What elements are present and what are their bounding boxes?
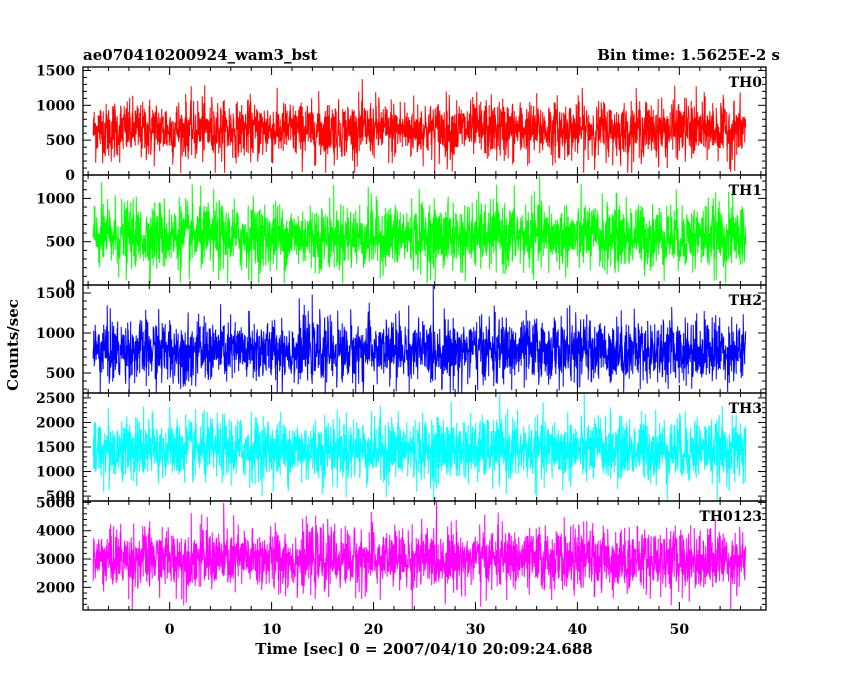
panel-th1: 0 500 1000 TH1 bbox=[36, 174, 767, 294]
y-tick-label: 500 bbox=[46, 133, 75, 149]
x-tick-label: 50 bbox=[670, 622, 690, 638]
panel-label: TH3 bbox=[729, 401, 762, 417]
chart-title: ae070410200924_wam3_bst bbox=[83, 46, 317, 64]
panel-th0123: 2000 3000 4000 5000 TH0123 bbox=[36, 495, 767, 611]
y-tick-label: 1500 bbox=[36, 63, 75, 79]
y-tick-label: 1500 bbox=[36, 286, 75, 302]
y-tick-label: 500 bbox=[46, 489, 75, 505]
y-tick-label: 1000 bbox=[36, 98, 75, 114]
y-tick-label: 1000 bbox=[36, 191, 75, 207]
y-tick-label: 0 bbox=[65, 168, 75, 184]
y-tick-label: 5000 bbox=[36, 495, 75, 511]
x-tick-label: 0 bbox=[165, 622, 175, 638]
y-tick-label: 1000 bbox=[36, 326, 75, 342]
series-th1 bbox=[92, 176, 747, 284]
panel-label: TH0123 bbox=[699, 509, 762, 525]
panel-th3: 500 1000 1500 2000 2500 TH3 bbox=[36, 391, 767, 505]
series-th0123 bbox=[92, 500, 747, 611]
panel-label: TH0 bbox=[729, 75, 763, 91]
y-tick-label: 3000 bbox=[36, 552, 75, 568]
series-th2 bbox=[92, 284, 747, 394]
panel-label: TH2 bbox=[729, 293, 762, 309]
y-tick-label: 2000 bbox=[36, 580, 75, 596]
y-tick-label: 0 bbox=[65, 278, 75, 294]
panel-frame bbox=[82, 500, 767, 611]
series-th3 bbox=[92, 392, 747, 502]
y-tick-label: 2500 bbox=[36, 391, 75, 407]
y-tick-label: 2000 bbox=[36, 415, 75, 431]
panel-th2: 500 1000 1500 TH2 bbox=[36, 284, 767, 394]
x-tick-label: 30 bbox=[466, 622, 486, 638]
x-axis-label: Time [sec] 0 = 2007/04/10 20:09:24.688 bbox=[255, 640, 592, 658]
y-axis-label: Counts/sec bbox=[4, 299, 22, 391]
y-tick-label: 1500 bbox=[36, 440, 75, 456]
y-tick-label: 4000 bbox=[36, 524, 75, 540]
x-tick-label: 10 bbox=[262, 622, 282, 638]
x-tick-label: 40 bbox=[568, 622, 588, 638]
y-tick-label: 500 bbox=[46, 235, 75, 251]
panel-th0: 0 500 1000 1500 TH0 bbox=[36, 63, 767, 184]
chart-subtitle: Bin time: 1.5625E-2 s bbox=[597, 46, 780, 64]
y-tick-label: 1000 bbox=[36, 465, 75, 481]
series-th0 bbox=[92, 79, 747, 173]
y-tick-label: 500 bbox=[46, 366, 75, 382]
x-tick-label: 20 bbox=[364, 622, 384, 638]
panel-label: TH1 bbox=[729, 183, 762, 199]
